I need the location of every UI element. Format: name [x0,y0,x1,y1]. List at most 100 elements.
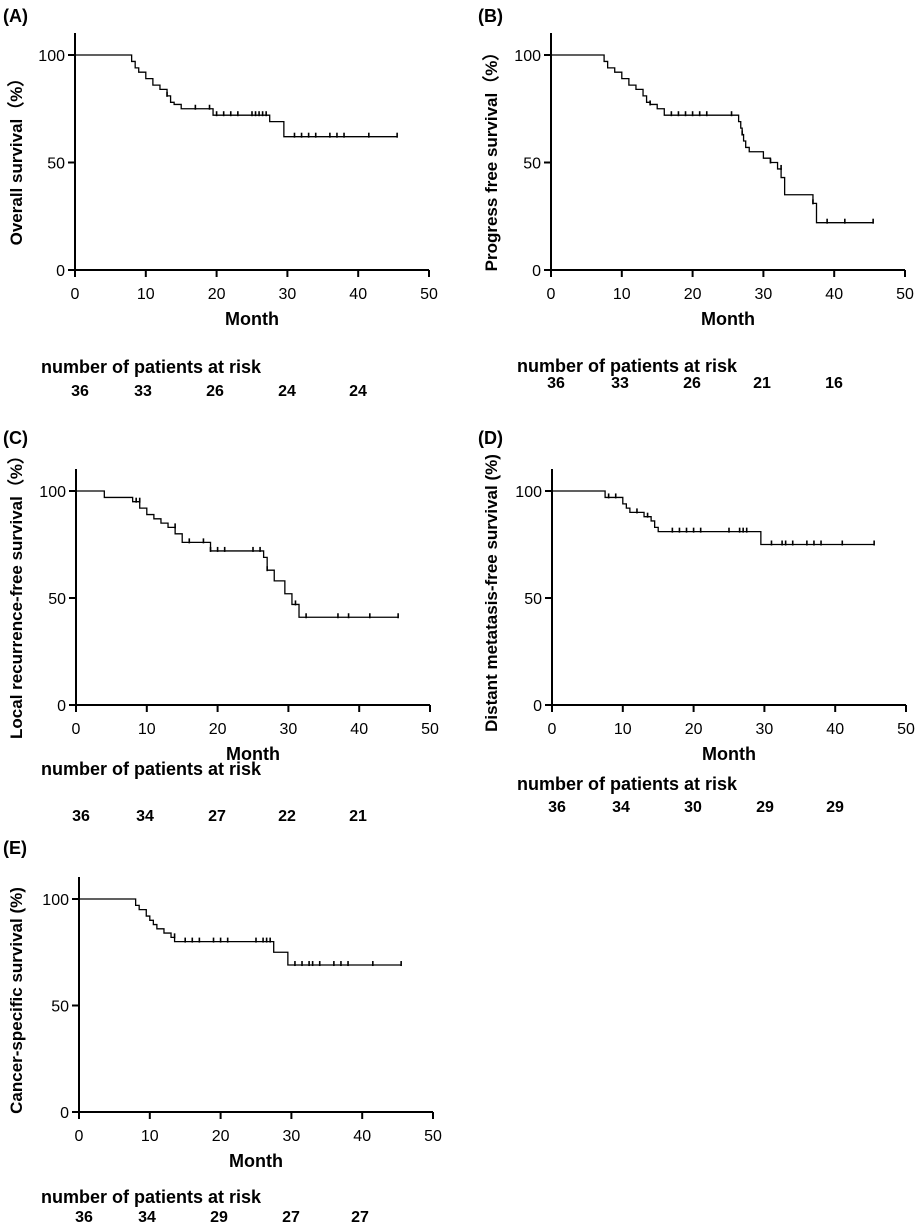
panel-label: (C) [3,428,28,448]
risk-count: 33 [611,375,629,392]
risk-count: 34 [612,799,630,816]
y-axis-label: Distant metatasis-free survival (%) [482,454,501,732]
risk-count: 36 [72,808,90,825]
panel-label: (B) [478,6,503,26]
y-tick-label: 50 [48,591,66,608]
x-tick-label: 20 [208,286,226,303]
y-tick-label: 0 [60,1105,69,1122]
x-tick-label: 50 [424,1128,442,1145]
x-tick-label: 40 [350,721,368,738]
y-tick-label: 0 [533,698,542,715]
y-axis-label: Cancer-specific survival (%) [7,887,26,1114]
x-axis-label: Month [229,1151,283,1171]
x-tick-label: 0 [547,286,556,303]
risk-count: 27 [282,1209,300,1226]
x-tick-label: 40 [826,721,844,738]
risk-count: 27 [351,1209,369,1226]
x-tick-label: 10 [613,286,631,303]
x-tick-label: 30 [280,721,298,738]
risk-count: 34 [136,808,154,825]
y-axis-label: Overall survival（%） [6,70,26,246]
y-tick-label: 0 [57,698,66,715]
km-panel-3: (C) 0 50 100 0 10 20 30 40 50 Month Local recurrenc… [3,428,439,825]
y-tick-label: 100 [38,48,65,65]
risk-table-title: number of patients at risk [41,1187,262,1207]
km-curve [552,490,875,546]
x-tick-label: 50 [896,286,914,303]
y-tick-label: 50 [524,591,542,608]
x-axis-label: Month [225,309,279,329]
risk-count: 29 [826,799,844,816]
x-tick-label: 30 [279,286,297,303]
x-tick-label: 20 [684,286,702,303]
x-tick-label: 50 [897,721,915,738]
x-tick-label: 0 [71,286,80,303]
y-tick-label: 100 [42,892,69,909]
x-tick-label: 50 [420,286,438,303]
x-tick-label: 30 [756,721,774,738]
x-tick-label: 10 [614,721,632,738]
risk-count: 21 [753,375,771,392]
risk-count: 21 [349,808,367,825]
risk-count: 26 [206,383,224,400]
km-curve [76,490,399,618]
km-curve [79,898,402,966]
y-axis-label: Local recurrence-free survival（%） [6,447,26,739]
x-axis-label: Month [226,744,280,764]
y-tick-label: 0 [532,263,541,280]
panel-label: (A) [3,6,28,26]
x-tick-label: 20 [212,1128,230,1145]
risk-table-title: number of patients at risk [517,356,738,376]
y-tick-label: 0 [56,263,65,280]
risk-count: 30 [684,799,702,816]
risk-table-title: number of patients at risk [41,759,262,779]
x-tick-label: 20 [685,721,703,738]
x-tick-label: 30 [283,1128,301,1145]
risk-count: 26 [683,375,701,392]
y-tick-label: 100 [39,484,66,501]
risk-count: 24 [349,383,367,400]
x-tick-label: 0 [75,1128,84,1145]
y-axis-label: Progress free survival（%） [481,44,501,272]
x-tick-label: 40 [825,286,843,303]
risk-count: 36 [75,1209,93,1226]
risk-count: 24 [278,383,296,400]
x-tick-label: 30 [755,286,773,303]
risk-count: 36 [547,375,565,392]
x-tick-label: 40 [353,1128,371,1145]
km-curve [75,54,398,138]
km-panel-4: (D) 0 50 100 0 10 20 30 40 50 Month Distant metatas… [478,428,915,816]
risk-table-title: number of patients at risk [517,774,738,794]
risk-count: 22 [278,808,296,825]
risk-count: 33 [134,383,152,400]
risk-count: 36 [548,799,566,816]
y-tick-label: 50 [51,999,69,1016]
risk-count: 29 [756,799,774,816]
km-curve [551,54,874,224]
x-tick-label: 0 [548,721,557,738]
risk-count: 29 [210,1209,228,1226]
panel-label: (D) [478,428,503,448]
y-tick-label: 50 [47,156,65,173]
risk-count: 16 [825,375,843,392]
risk-table-title: number of patients at risk [41,357,262,377]
x-tick-label: 10 [137,286,155,303]
x-tick-label: 50 [421,721,439,738]
risk-count: 36 [71,383,89,400]
risk-count: 34 [138,1209,156,1226]
km-panel-5: (E) 0 50 100 0 10 20 30 40 50 Month Cancer-specific… [3,838,442,1226]
km-panel-1: (A) 0 50 100 0 10 20 30 40 50 Month Overall surviva… [3,6,438,400]
y-tick-label: 50 [523,156,541,173]
x-axis-label: Month [701,309,755,329]
x-axis-label: Month [702,744,756,764]
km-panel-2: (B) 0 50 100 0 10 20 30 40 50 Month Progress free s… [478,6,914,392]
panel-label: (E) [3,838,27,858]
x-tick-label: 20 [209,721,227,738]
x-tick-label: 10 [141,1128,159,1145]
x-tick-label: 0 [72,721,81,738]
risk-count: 27 [208,808,226,825]
x-tick-label: 10 [138,721,156,738]
x-tick-label: 40 [349,286,367,303]
y-tick-label: 100 [514,48,541,65]
